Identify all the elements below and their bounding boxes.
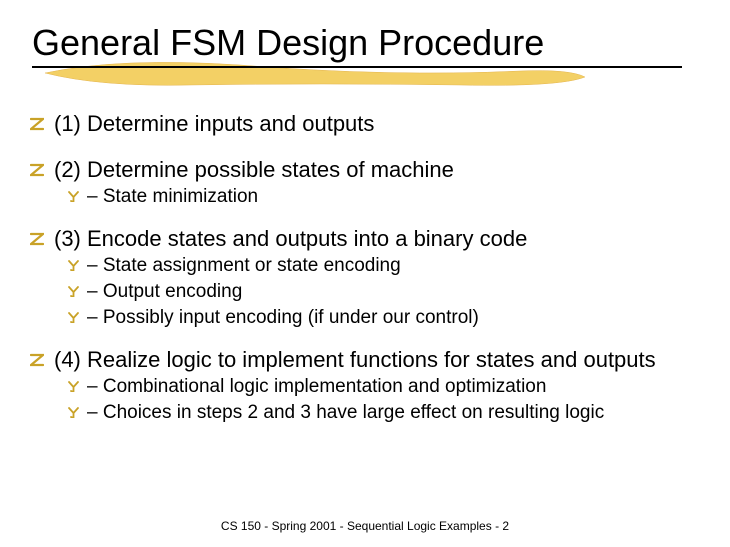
list-item: (1) Determine inputs and outputs bbox=[30, 110, 700, 138]
z-bullet-icon bbox=[30, 353, 44, 367]
z-bullet-icon bbox=[30, 232, 44, 246]
subitem-text: – Output encoding bbox=[87, 280, 242, 304]
y-bullet-icon bbox=[68, 286, 79, 297]
y-bullet-icon bbox=[68, 407, 79, 418]
list-item: (2) Determine possible states of machine bbox=[30, 156, 700, 184]
item-text: (1) Determine inputs and outputs bbox=[54, 110, 374, 138]
y-bullet-icon bbox=[68, 381, 79, 392]
item-text: (4) Realize logic to implement functions… bbox=[54, 346, 656, 374]
list-item: (4) Realize logic to implement functions… bbox=[30, 346, 700, 374]
subitem-text: – State assignment or state encoding bbox=[87, 254, 401, 278]
title-area: General FSM Design Procedure bbox=[0, 0, 730, 64]
y-bullet-icon bbox=[68, 191, 79, 202]
subitem-text: – Possibly input encoding (if under our … bbox=[87, 306, 479, 330]
item-text: (2) Determine possible states of machine bbox=[54, 156, 454, 184]
z-bullet-icon bbox=[30, 117, 44, 131]
sub-list-item: – State minimization bbox=[68, 185, 700, 209]
subitem-text: – State minimization bbox=[87, 185, 258, 209]
title-underline bbox=[32, 66, 682, 68]
subitem-text: – Choices in steps 2 and 3 have large ef… bbox=[87, 401, 604, 425]
slide-title: General FSM Design Procedure bbox=[32, 22, 730, 64]
sub-list-item: – Choices in steps 2 and 3 have large ef… bbox=[68, 401, 700, 425]
sub-list-item: – Combinational logic implementation and… bbox=[68, 375, 700, 399]
sub-list-item: – State assignment or state encoding bbox=[68, 254, 700, 278]
sub-list-item: – Possibly input encoding (if under our … bbox=[68, 306, 700, 330]
item-text: (3) Encode states and outputs into a bin… bbox=[54, 225, 527, 253]
list-item: (3) Encode states and outputs into a bin… bbox=[30, 225, 700, 253]
content-area: (1) Determine inputs and outputs (2) Det… bbox=[0, 64, 730, 425]
y-bullet-icon bbox=[68, 312, 79, 323]
z-bullet-icon bbox=[30, 163, 44, 177]
slide-footer: CS 150 - Spring 2001 - Sequential Logic … bbox=[0, 519, 730, 533]
y-bullet-icon bbox=[68, 260, 79, 271]
subitem-text: – Combinational logic implementation and… bbox=[87, 375, 546, 399]
sub-list-item: – Output encoding bbox=[68, 280, 700, 304]
